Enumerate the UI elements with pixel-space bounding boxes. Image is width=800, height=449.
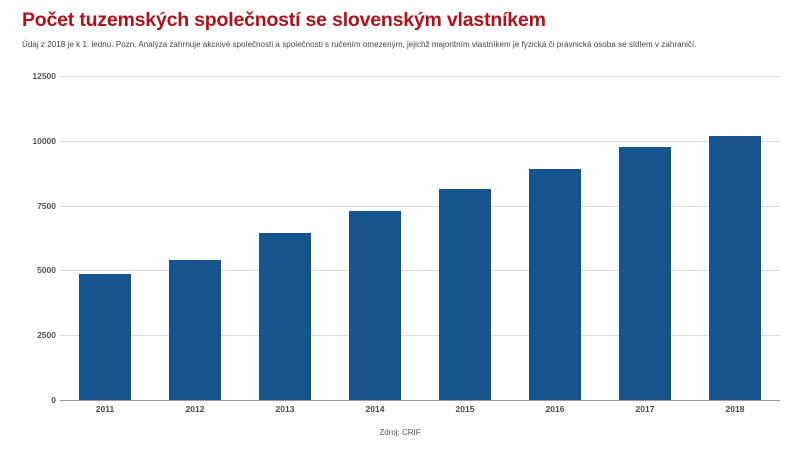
y-axis-tick-label: 10000 [32,135,56,146]
gridline [60,270,780,272]
bar-2011[interactable] [78,273,132,400]
x-axis-tick-label: 2014 [365,404,385,414]
x-axis-tick-label: 2017 [635,404,655,414]
bar-2016[interactable] [528,169,582,400]
y-axis-tick-label: 5000 [37,265,56,276]
x-axis-tick-label: 2016 [545,404,565,414]
x-axis-tick-label: 2012 [185,404,205,414]
gridline [60,76,780,77]
y-axis-tick-label: 2500 [37,330,56,341]
bar-2017[interactable] [618,147,672,400]
gridline [60,400,780,401]
bar-2012[interactable] [168,260,222,400]
bar-2014[interactable] [348,211,402,400]
source-note: Zdroj: CRIF [379,428,421,437]
page-title: Počet tuzemských společností se slovensk… [22,9,546,31]
x-axis-tick-label: 2018 [725,404,745,414]
bar-2018[interactable] [708,135,762,400]
x-axis-tick-label: 2013 [275,404,295,414]
bar-2013[interactable] [258,232,312,400]
y-axis-tick-label: 7500 [37,200,56,211]
gridline [60,140,780,142]
chart-subtitle: Údaj z 2018 je k 1. lednu. Pozn. Analýza… [22,40,697,49]
y-axis-tick-label: 12500 [32,71,56,81]
gridline [60,205,780,207]
x-axis-tick-label: 2011 [95,404,115,414]
y-axis-tick-label: 0 [51,395,56,405]
bar-2015[interactable] [438,188,492,400]
x-axis-tick-label: 2015 [455,404,475,414]
gridline [60,335,780,337]
